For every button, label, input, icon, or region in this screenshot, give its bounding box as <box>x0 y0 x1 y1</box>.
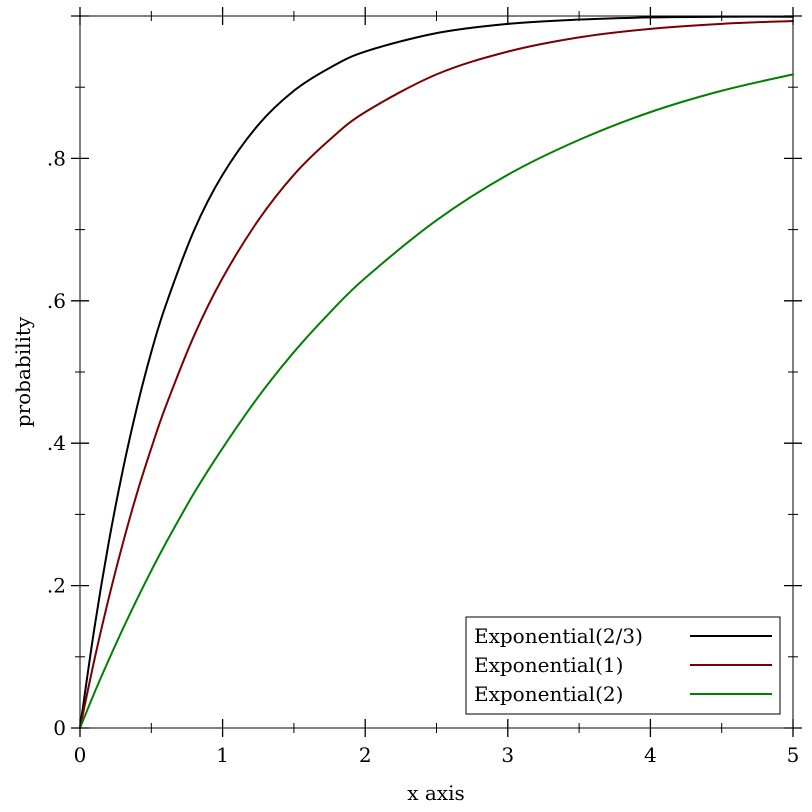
y-tick-label: .6 <box>47 289 66 313</box>
y-tick-label: .8 <box>47 146 66 170</box>
x-tick-label: 1 <box>216 743 229 767</box>
y-tick-label: .4 <box>47 431 66 455</box>
legend-label: Exponential(2) <box>474 682 623 706</box>
x-axis-label: x axis <box>407 781 465 805</box>
x-tick-label: 5 <box>787 743 800 767</box>
y-tick-label: 0 <box>53 716 66 740</box>
x-tick-label: 4 <box>644 743 657 767</box>
legend-label: Exponential(1) <box>474 653 623 677</box>
x-tick-label: 3 <box>501 743 514 767</box>
y-axis-label: probability <box>11 316 35 427</box>
x-tick-label: 2 <box>359 743 372 767</box>
legend-label: Exponential(2/3) <box>474 624 643 648</box>
series-line-3 <box>79 73 794 729</box>
y-tick-label: .2 <box>47 574 66 598</box>
series-line-2 <box>79 19 794 729</box>
x-tick-label: 0 <box>74 743 87 767</box>
